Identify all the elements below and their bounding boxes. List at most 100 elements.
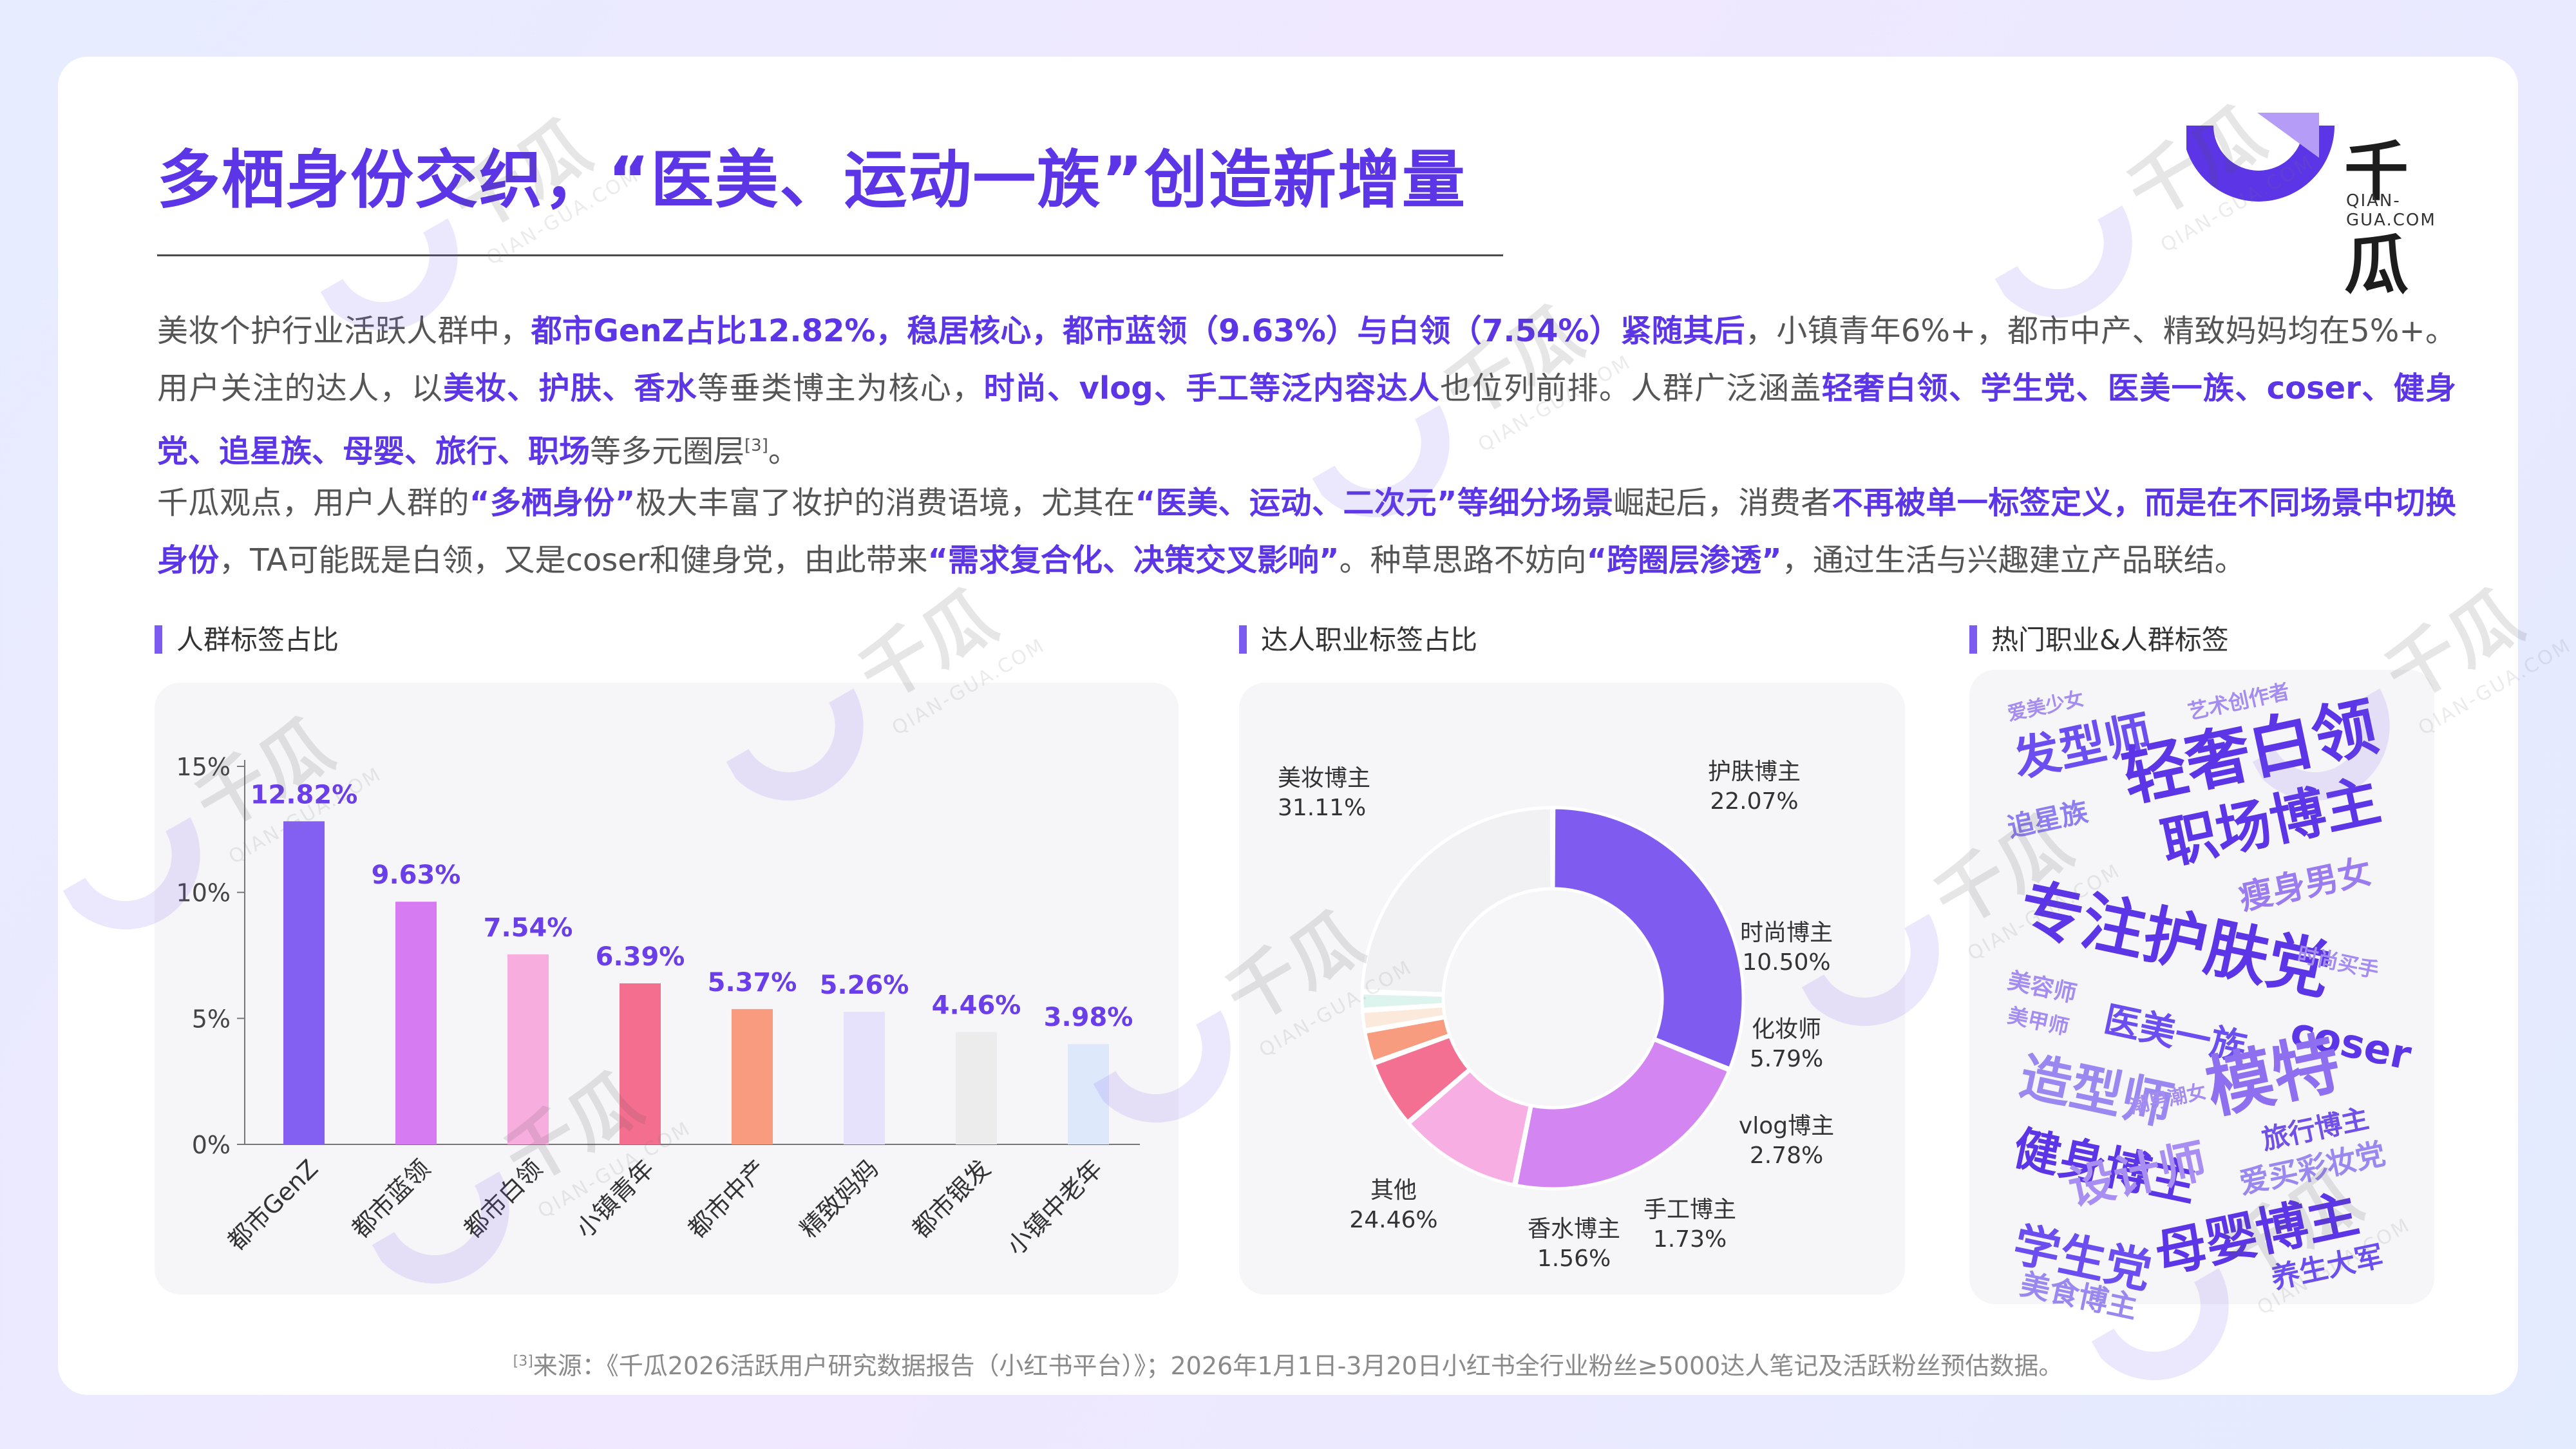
source-footnote: [3]来源：《千瓜2026活跃用户研究数据报告（小红书平台）》；2026年1月1…: [0, 1346, 2576, 1381]
bar: [283, 821, 325, 1144]
bar: [620, 983, 661, 1144]
section-title-text: 达人职业标签占比: [1261, 624, 1478, 656]
slice-label: vlog博主: [1739, 1113, 1834, 1139]
section-title-text: 人群标签占比: [176, 624, 339, 656]
section-title-bar-chart: 人群标签占比: [155, 618, 339, 658]
donut-slice: [1551, 806, 1745, 1071]
section-title-word-cloud: 热门职业&人群标签: [1969, 618, 2229, 658]
bar: [507, 954, 549, 1144]
highlight-text: 轻奢白领、学生党、医美一族、coser、健身党、追星族、母婴、旅行、职场: [157, 370, 2456, 469]
word-cloud-term: 爱美少女: [2005, 687, 2086, 726]
section-marker: [1239, 625, 1247, 654]
body-text: ，小镇青年6%+，都市中产、精致妈妈均在5%+。用户关注的达人，以: [157, 313, 2456, 406]
highlight-text: “需求复合化、决策交叉影响”: [927, 542, 1340, 578]
body-text: 也位列前排。人群广泛涵盖: [1440, 370, 1822, 406]
donut-slice: [1360, 806, 1554, 996]
y-tick-label: 10%: [176, 879, 231, 907]
slice-label: 护肤博主: [1708, 759, 1801, 785]
bar-value-label: 9.63%: [372, 860, 461, 890]
slice-value-label: 5.79%: [1750, 1046, 1823, 1072]
highlight-text: 美妆、护肤、香水: [443, 370, 698, 406]
slice-label: 美妆博主: [1278, 765, 1370, 791]
section-title-text: 热门职业&人群标签: [1991, 624, 2229, 656]
slice-label: 化妆师: [1752, 1016, 1821, 1043]
citation-ref: [3]: [744, 436, 768, 455]
body-text: 千瓜观点，用户人群的: [157, 485, 469, 521]
slice-label: 手工博主: [1643, 1197, 1736, 1223]
brand-logo: 千瓜 QIAN-GUA.COM: [2186, 113, 2476, 303]
x-tick-label: 都市银发: [907, 1154, 996, 1244]
bar: [732, 1009, 773, 1144]
body-text: ，TA可能既是白领，又是coser和健身党，由此带来: [219, 542, 928, 578]
bar-chart: 0% 5% 10% 15% 12.82% 都市GenZ 9.63% 都市蓝领 7.54% 都市白领…: [176, 753, 1140, 1261]
bar-value-label: 5.37%: [708, 968, 797, 998]
slice-value-label: 1.56%: [1537, 1245, 1611, 1272]
donut-slice: [1372, 1034, 1472, 1124]
donut-slice: [1360, 991, 1445, 1011]
donut-slice: [1406, 1068, 1533, 1187]
donut-chart: 美妆博主 31.11% 护肤博主 22.07% 时尚博主 10.50% 化妆师 5.79% vl…: [1278, 759, 1834, 1272]
bar-value-label: 3.98%: [1044, 1003, 1133, 1032]
donut-slice: [1514, 1037, 1732, 1191]
summary-paragraph: 美妆个护行业活跃人群中，都市GenZ占比12.82%，稳居核心，都市蓝领（9.6…: [157, 303, 2456, 480]
bar: [395, 902, 437, 1144]
page-title: 多栖身份交织，“医美、运动一族”创造新增量: [157, 144, 1466, 217]
title-divider: [157, 254, 1503, 256]
word-cloud-term: 瘦身男女: [2235, 852, 2375, 918]
slice-value-label: 24.46%: [1349, 1207, 1437, 1233]
body-text: 美妆个护行业活跃人群中，: [157, 313, 531, 349]
bar: [956, 1032, 997, 1144]
body-text: 。: [768, 433, 799, 469]
slice-value-label: 31.11%: [1278, 795, 1366, 821]
section-title-donut-chart: 达人职业标签占比: [1239, 618, 1477, 658]
body-text: 极大丰富了妆护的消费语境，尤其在: [635, 485, 1135, 521]
bar: [844, 1012, 885, 1144]
slice-value-label: 1.73%: [1653, 1226, 1727, 1253]
bar-chart-panel: 0% 5% 10% 15% 12.82% 都市GenZ 9.63% 都市蓝领 7.54% 都市白领…: [155, 683, 1179, 1294]
word-cloud-panel: 爱美少女 艺术创作者 发型师 轻奢白领 追星族 职场博主 瘦身男女 专注护肤党 时尚买手 美容师美…: [1969, 670, 2434, 1325]
footnote-text: 来源：《千瓜2026活跃用户研究数据报告（小红书平台）》；2026年1月1日-3…: [533, 1352, 2063, 1380]
insight-paragraph: 千瓜观点，用户人群的“多栖身份”极大丰富了妆护的消费语境，尤其在“医美、运动、二…: [157, 475, 2456, 589]
footnote-ref: [3]: [513, 1353, 533, 1370]
bar: [1068, 1044, 1109, 1144]
donut-chart-panel: 美妆博主 31.11% 护肤博主 22.07% 时尚博主 10.50% 化妆师 5.79% vl…: [1239, 683, 1905, 1294]
highlight-text: 都市GenZ占比12.82%，稳居核心，都市蓝领（9.63%）与白领（7.54%…: [531, 313, 1745, 349]
word-cloud-term: 美容师: [2005, 967, 2079, 1009]
slice-label: 时尚博主: [1740, 920, 1833, 946]
bar-value-label: 6.39%: [596, 942, 685, 972]
highlight-text: 不再被单一标签定义，而是在不同场景中切换身份: [157, 485, 2456, 578]
word-cloud-term: 追星族: [2004, 795, 2091, 844]
word-cloud-term: 爱买彩妆党: [2236, 1135, 2389, 1201]
x-tick-label: 都市白领: [459, 1154, 548, 1244]
section-marker: [155, 625, 162, 654]
x-tick-label: 都市蓝领: [346, 1154, 436, 1244]
y-tick-label: 15%: [176, 753, 231, 781]
x-tick-label: 都市中产: [683, 1154, 772, 1244]
slice-label: 其他: [1370, 1177, 1417, 1204]
x-tick-label: 小镇中老年: [1001, 1154, 1108, 1260]
slice-label: 香水博主: [1528, 1216, 1620, 1242]
slice-value-label: 10.50%: [1742, 949, 1830, 976]
qiangua-logo-icon: [2186, 113, 2334, 202]
section-marker: [1969, 625, 1977, 654]
y-tick-label: 0%: [192, 1131, 231, 1159]
bar-value-label: 12.82%: [251, 780, 358, 810]
bar-value-label: 7.54%: [484, 913, 573, 943]
body-text: ，通过生活与兴趣建立产品联结。: [1781, 542, 2246, 578]
y-tick-label: 5%: [192, 1005, 231, 1033]
highlight-text: “跨圈层渗透”: [1586, 542, 1782, 578]
highlight-text: 时尚、vlog、手工等泛内容达人: [983, 370, 1441, 406]
slice-value-label: 22.07%: [1710, 788, 1798, 815]
highlight-text: “医美、运动、二次元”等细分场景: [1135, 485, 1614, 521]
word-cloud-term: 美甲师: [2005, 1003, 2071, 1040]
body-text: 等垂类博主为核心，: [697, 370, 984, 406]
body-text: 。种草思路不妨向: [1339, 542, 1587, 578]
logo-sub: QIAN-GUA.COM: [2346, 191, 2436, 230]
x-tick-label: 小镇青年: [571, 1154, 660, 1244]
logo-name: 千瓜: [2344, 134, 2414, 303]
bar-value-label: 5.26%: [820, 971, 909, 1000]
slice-value-label: 2.78%: [1750, 1142, 1823, 1169]
x-tick-label: 都市GenZ: [222, 1154, 324, 1256]
body-text: 等多元圈层: [590, 433, 745, 469]
bar-value-label: 4.46%: [932, 990, 1021, 1020]
